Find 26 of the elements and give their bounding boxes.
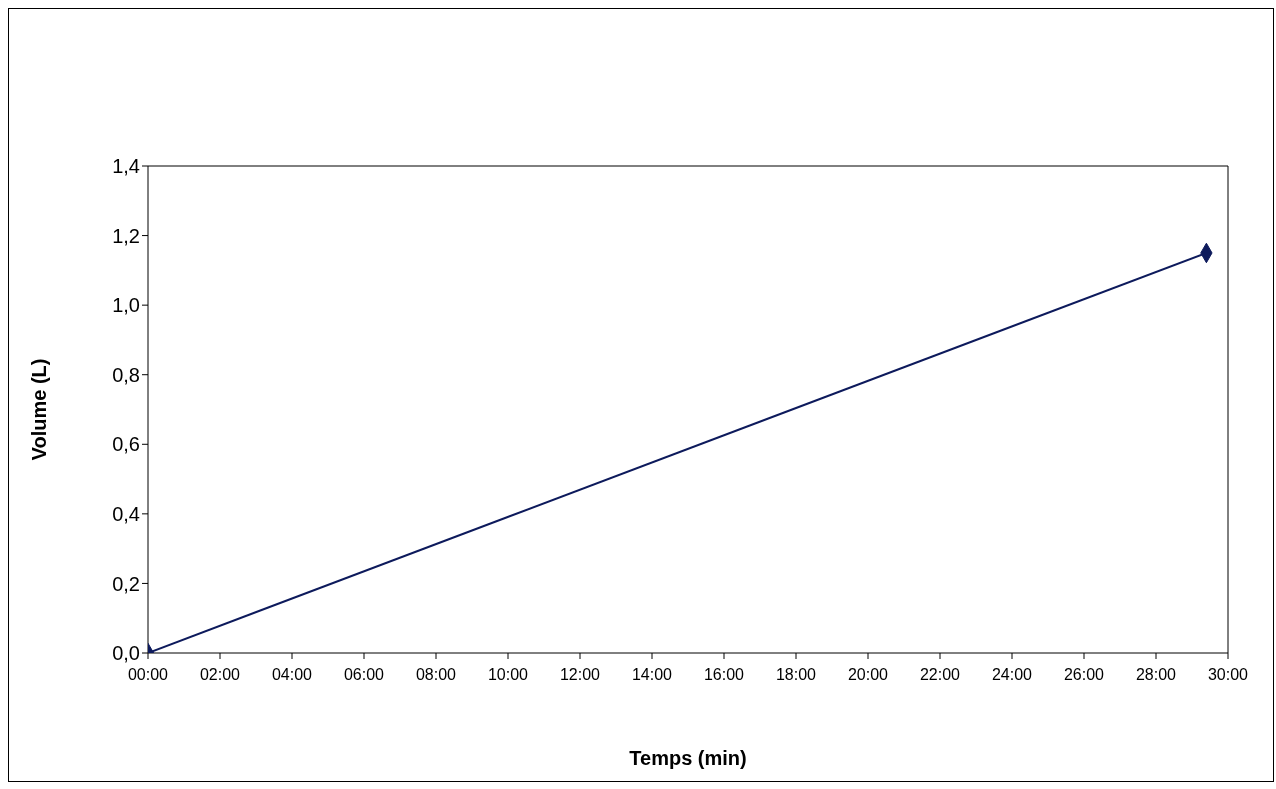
y-tick-label: 1,4	[112, 155, 140, 178]
x-tick-label: 10:00	[487, 666, 529, 684]
y-tick-label: 0,6	[112, 433, 140, 456]
x-tick-label: 06:00	[343, 666, 385, 684]
y-axis-title: Volume (L)	[28, 358, 51, 461]
x-tick-label: 02:00	[199, 666, 241, 684]
y-tick-label: 1,2	[112, 224, 140, 247]
y-tick-label: 0,0	[112, 642, 140, 665]
x-tick-label: 08:00	[415, 666, 457, 684]
x-tick-label: 00:00	[127, 666, 169, 684]
x-tick-label: 14:00	[631, 666, 673, 684]
y-tick-label: 0,4	[112, 502, 140, 525]
x-tick-label: 24:00	[991, 666, 1033, 684]
x-tick-label: 30:00	[1207, 666, 1249, 684]
x-tick-label: 28:00	[1135, 666, 1177, 684]
x-tick-label: 26:00	[1063, 666, 1105, 684]
x-tick-label: 16:00	[703, 666, 745, 684]
y-tick-label: 0,8	[112, 363, 140, 386]
y-tick-label: 1,0	[112, 294, 140, 317]
y-tick-label: 0,2	[112, 572, 140, 595]
x-axis-title: Temps (min)	[629, 747, 747, 769]
x-tick-label: 22:00	[919, 666, 961, 684]
x-tick-label: 04:00	[271, 666, 313, 684]
x-tick-label: 18:00	[775, 666, 817, 684]
x-tick-label: 20:00	[847, 666, 889, 684]
x-tick-label: 12:00	[559, 666, 601, 684]
